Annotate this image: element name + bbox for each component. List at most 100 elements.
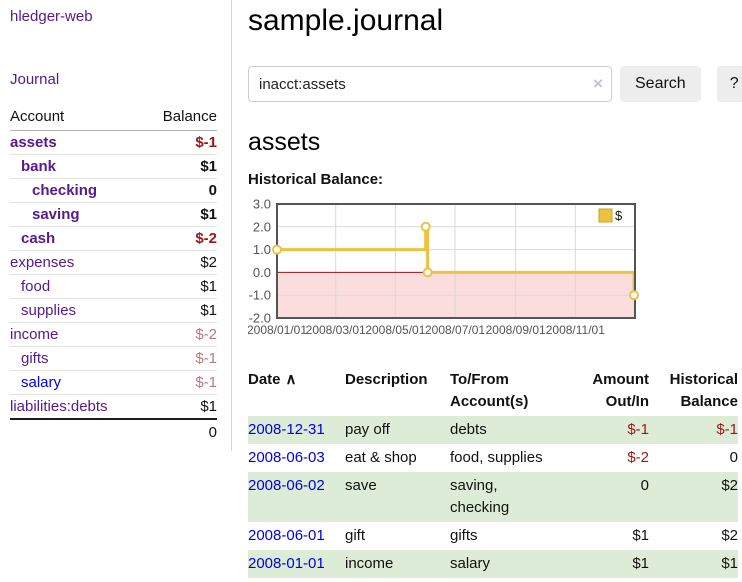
- account-row: assets $-1: [10, 131, 217, 155]
- x-axis-tick-label: 2008/11/01: [546, 323, 605, 337]
- search-input[interactable]: [248, 66, 612, 102]
- account-row: saving $1: [10, 203, 217, 227]
- y-axis-tick-label: -2.0: [249, 311, 271, 326]
- account-link[interactable]: supplies: [21, 302, 77, 319]
- account-link[interactable]: bank: [21, 158, 57, 175]
- chart-title: Historical Balance:: [248, 171, 384, 188]
- account-link[interactable]: saving: [32, 206, 80, 223]
- register-rows: 2008-12-31 pay off debts $-1 $-1 2008-06-03 ea…: [248, 416, 738, 578]
- account-link[interactable]: cash: [21, 230, 56, 247]
- account-link[interactable]: salary: [21, 374, 62, 391]
- account-balance: $-1: [195, 350, 217, 367]
- data-point-marker: [422, 267, 433, 278]
- main-content: sample.journal × Search ? assets Histori…: [232, 0, 742, 582]
- account-row: checking 0: [10, 179, 217, 203]
- y-axis-tick-label: -1.0: [249, 288, 271, 303]
- account-link[interactable]: income: [10, 326, 59, 343]
- date-column-header[interactable]: Date ∧: [248, 371, 297, 388]
- accounts-column-header: To/From Account(s): [450, 371, 529, 410]
- data-point-marker: [272, 244, 282, 255]
- transaction-accounts: gifts: [450, 527, 478, 544]
- transaction-description: pay off: [345, 421, 390, 438]
- account-row: food $1: [10, 275, 217, 299]
- data-point-marker: [629, 290, 640, 301]
- transaction-balance: $2: [721, 477, 738, 494]
- account-row: bank $1: [10, 155, 217, 179]
- description-column-header: Description: [345, 371, 428, 388]
- transaction-balance: $2: [721, 527, 738, 544]
- x-axis-tick-label: 2008/01/01: [248, 323, 307, 337]
- account-row: cash $-2: [10, 227, 217, 251]
- search-input-wrapper: ×: [248, 66, 612, 102]
- transaction-row: 2008-01-01 income salary $1 $1: [248, 550, 738, 578]
- transaction-row: 2008-06-03 eat & shop food, supplies $-2 0: [248, 444, 738, 472]
- register-header-row: Date ∧ Description To/From Account(s) Amo…: [248, 366, 738, 416]
- account-balance: $-1: [195, 374, 217, 391]
- account-heading: assets: [248, 128, 321, 156]
- balance-column-header: Balance: [162, 108, 217, 125]
- x-axis-tick-label: 2008/03/01: [306, 323, 366, 337]
- account-link[interactable]: assets: [10, 134, 57, 151]
- account-balance: $-2: [195, 230, 217, 247]
- historical-balance-chart: $3.0 2.0 1.0 0.0 -1.0 -2.02008/01/012008/03/0…: [247, 197, 640, 337]
- transaction-accounts: salary: [450, 555, 491, 572]
- account-balance: $1: [200, 398, 217, 415]
- transaction-date-link[interactable]: 2008-01-01: [248, 555, 325, 572]
- transaction-amount: 0: [640, 477, 649, 494]
- transaction-description: income: [345, 555, 394, 572]
- transaction-accounts: saving, checking: [450, 477, 510, 516]
- transaction-amount: $-2: [627, 449, 649, 466]
- register-table: Date ∧ Description To/From Account(s) Amo…: [248, 366, 738, 578]
- y-axis-tick-label: 1.0: [253, 242, 271, 257]
- accounts-rows: assets $-1 bank $1 checking 0 saving $1 cash $-2 e…: [10, 131, 217, 418]
- account-balance: $1: [200, 278, 217, 295]
- account-column-header: Account: [10, 108, 65, 125]
- transaction-description: save: [345, 477, 377, 494]
- transaction-balance: $1: [721, 555, 738, 572]
- accounts-table-header: Account Balance: [10, 106, 217, 131]
- account-balance: $1: [200, 302, 217, 319]
- account-link[interactable]: food: [21, 278, 51, 295]
- x-axis-tick-label: 2008/05/01: [365, 323, 425, 337]
- account-row: supplies $1: [10, 299, 217, 323]
- sort-ascending-icon: ∧: [285, 371, 297, 388]
- account-balance: $1: [200, 158, 217, 175]
- account-row: liabilities:debts $1: [10, 395, 217, 418]
- y-axis-tick-label: 2.0: [253, 219, 271, 234]
- transaction-date-link[interactable]: 2008-06-02: [248, 477, 325, 494]
- account-row: gifts $-1: [10, 347, 217, 371]
- y-axis-tick-label: 0.0: [253, 265, 271, 280]
- transaction-row: 2008-12-31 pay off debts $-1 $-1: [248, 416, 738, 444]
- legend-label: $: [615, 208, 623, 223]
- transaction-row: 2008-06-01 gift gifts $1 $2: [248, 522, 738, 550]
- transaction-date-link[interactable]: 2008-12-31: [248, 421, 325, 438]
- sidebar-item-journal[interactable]: Journal: [10, 71, 60, 88]
- account-balance: 0: [208, 182, 217, 199]
- account-balance: $-2: [195, 326, 217, 343]
- balance-column-header-register: Historical Balance: [669, 371, 738, 410]
- account-link[interactable]: liabilities:debts: [10, 398, 108, 415]
- transaction-amount: $1: [632, 555, 649, 572]
- account-link[interactable]: gifts: [21, 350, 49, 367]
- transaction-balance: $-1: [716, 421, 738, 438]
- amount-column-header: Amount Out/In: [592, 371, 649, 410]
- transaction-description: gift: [345, 527, 366, 544]
- transaction-amount: $1: [632, 527, 649, 544]
- page-title: sample.journal: [248, 4, 444, 37]
- sidebar: hledger-web Journal Account Balance asse…: [0, 0, 232, 451]
- legend-swatch-icon: [598, 208, 613, 223]
- transaction-row: 2008-06-02 save saving, checking 0 $2: [248, 472, 738, 522]
- account-row: salary $-1: [10, 371, 217, 395]
- transaction-date-link[interactable]: 2008-06-01: [248, 527, 325, 544]
- search-button[interactable]: Search: [620, 66, 701, 102]
- plot-border: [276, 203, 636, 319]
- data-point-marker: [420, 221, 431, 232]
- app-title-link[interactable]: hledger-web: [10, 8, 93, 25]
- account-link[interactable]: checking: [32, 182, 98, 199]
- account-balance: $-1: [195, 134, 217, 151]
- help-button[interactable]: ?: [716, 66, 742, 102]
- account-link[interactable]: expenses: [10, 254, 75, 271]
- clear-search-icon[interactable]: ×: [593, 74, 603, 94]
- account-balance: $2: [200, 254, 217, 271]
- transaction-date-link[interactable]: 2008-06-03: [248, 449, 325, 466]
